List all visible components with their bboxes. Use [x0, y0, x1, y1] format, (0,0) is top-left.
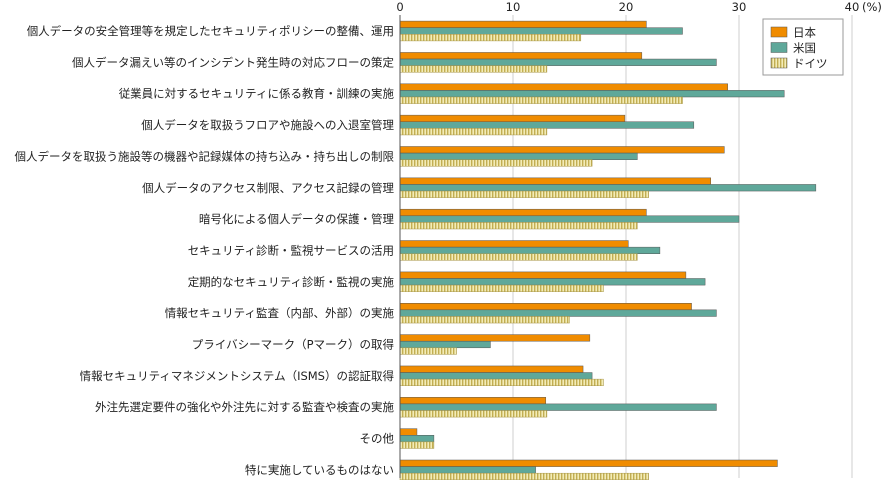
bar	[399, 428, 418, 436]
bar	[399, 316, 570, 324]
category-label: 情報セキュリティ監査（内部、外部）の実施	[165, 306, 395, 320]
legend-swatch	[770, 42, 788, 53]
x-axis-ticks: 0 10 20 30 40 (%)	[396, 0, 882, 14]
category-label: 個人データの安全管理等を規定したセキュリティポリシーの整備、運用	[27, 24, 394, 38]
bar	[399, 303, 692, 311]
category-label: 情報セキュリティマネジメントシステム（ISMS）の認証取得	[80, 369, 394, 383]
bar	[399, 253, 638, 261]
bar	[399, 403, 717, 411]
category-label: プライバシーマーク（Pマーク）の取得	[192, 338, 394, 352]
bar	[399, 435, 435, 443]
bar	[399, 152, 638, 160]
bar	[399, 34, 582, 42]
x-tick-label: 30	[732, 0, 747, 14]
x-tick-label: 10	[506, 0, 521, 14]
bar	[399, 190, 649, 198]
bar	[399, 58, 717, 66]
bar	[399, 334, 591, 342]
x-tick-label: 40	[845, 0, 860, 14]
x-unit-label: (%)	[862, 0, 882, 14]
legend-label: 日本	[793, 26, 816, 40]
bar	[399, 309, 717, 317]
legend-label: ドイツ	[793, 57, 828, 71]
bar	[399, 397, 547, 405]
x-tick-label: 20	[619, 0, 634, 14]
bar	[399, 215, 740, 223]
category-label: 個人データを取扱うフロアや施設への入退室管理	[141, 118, 394, 132]
bar	[399, 65, 548, 73]
bar	[399, 96, 683, 104]
bar	[399, 365, 584, 373]
bars	[399, 20, 817, 480]
category-label: セキュリティ診断・監視サービスの活用	[188, 243, 394, 257]
bar	[399, 146, 725, 154]
bar	[399, 128, 548, 136]
category-label: 個人データのアクセス制限、アクセス記録の管理	[142, 181, 394, 195]
bar	[399, 410, 548, 418]
category-label: 従業員に対するセキュリティに係る教育・訓練の実施	[119, 87, 395, 101]
bar	[399, 184, 817, 192]
bar	[399, 114, 626, 123]
bar	[399, 52, 643, 60]
bar	[399, 20, 647, 28]
legend-swatch	[770, 26, 788, 38]
bar	[399, 222, 638, 230]
bar	[399, 159, 593, 167]
bar	[399, 83, 728, 91]
category-label: 定期的なセキュリティ診断・監視の実施	[188, 275, 395, 289]
category-label: その他	[360, 432, 395, 446]
bar	[399, 347, 457, 355]
bar	[399, 121, 695, 129]
bar	[399, 278, 706, 286]
bar	[399, 271, 687, 279]
bar	[399, 27, 683, 35]
category-label: 個人データを取扱う施設等の機器や記録媒体の持ち込み・持ち出しの制限	[15, 149, 395, 163]
category-label: 暗号化による個人データの保護・管理	[199, 212, 395, 226]
bar	[399, 466, 536, 474]
bar	[399, 246, 661, 254]
bar	[399, 240, 629, 248]
legend-label: 米国	[793, 41, 816, 55]
bar	[399, 441, 435, 449]
category-labels: 個人データの安全管理等を規定したセキュリティポリシーの整備、運用個人データ漏えい…	[15, 24, 395, 477]
bar	[399, 340, 491, 349]
legend-swatch	[770, 57, 788, 69]
bar	[399, 177, 711, 185]
category-label: 外注先選定要件の強化や外注先に対する監査や検査の実施	[95, 400, 394, 414]
bar	[399, 378, 604, 386]
bar	[399, 459, 778, 467]
x-tick-label: 0	[396, 0, 403, 14]
bar	[399, 208, 647, 217]
category-label: 個人データ漏えい等のインシデント発生時の対応フローの策定	[72, 55, 394, 69]
bar	[399, 284, 604, 292]
bar	[399, 472, 649, 480]
bar	[399, 372, 593, 380]
category-label: 特に実施しているものはない	[245, 463, 394, 477]
bar	[399, 90, 785, 98]
